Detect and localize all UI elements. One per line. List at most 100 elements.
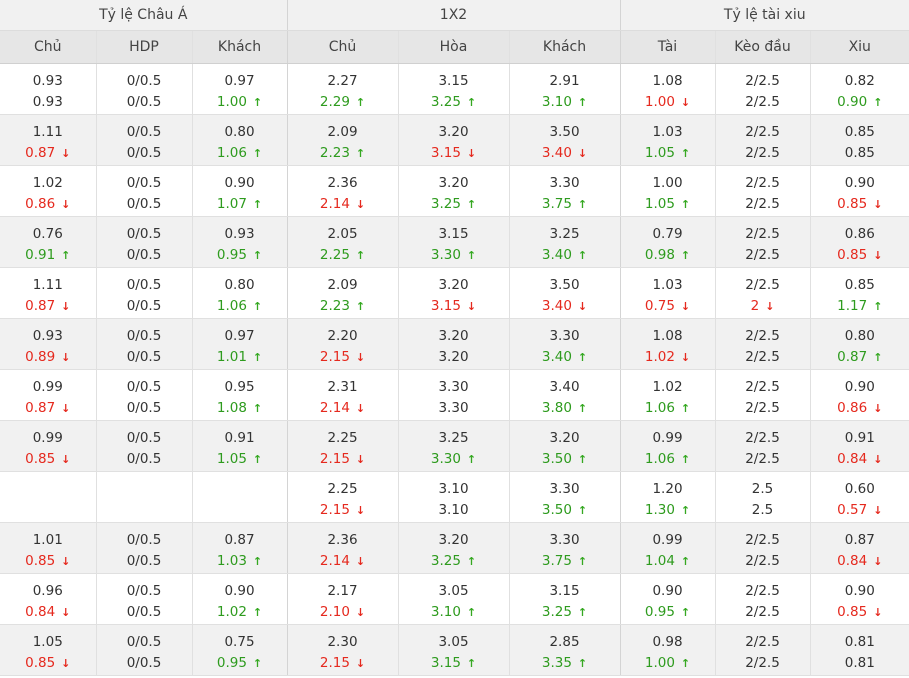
odds-value: 2.15 ↓	[320, 655, 365, 671]
odds-cell-asian-away: 0.95	[191, 369, 287, 395]
odds-value: 0.99	[33, 430, 63, 446]
odds-line-live: 2.15 ↓ 3.10 3.50 ↑ 1.30 ↑ 2.5 0.57 ↓	[0, 497, 909, 523]
odds-value-text: 3.30	[438, 399, 469, 416]
odds-cell-asian-away: 1.03 ↑	[191, 548, 287, 574]
arrow-up-icon: ↑	[873, 299, 883, 313]
arrow-down-icon: ↓	[355, 503, 366, 517]
odds-value: 2/2.5	[745, 604, 780, 620]
odds-value: 2.25	[327, 481, 357, 497]
odds-value: 3.20	[438, 124, 468, 140]
odds-line-live: 0.87 ↓ 0/0.5 1.06 ↑ 2.23 ↑ 3.15 ↓ 3.40 ↓ 0.75 ↓ 2 ↓ 1.1…	[0, 293, 909, 319]
odds-cell-asian-home: 1.05	[0, 624, 96, 650]
odds-value-text: 3.10	[541, 93, 572, 110]
odds-value-text: 0/0.5	[126, 450, 162, 467]
odds-cell-1x2-away: 3.50	[508, 267, 620, 293]
odds-value-text: 2.25	[327, 481, 358, 497]
odds-value-text: 2.23	[319, 144, 350, 161]
arrow-up-icon: ↑	[577, 605, 588, 619]
arrow-up-icon: ↑	[466, 656, 477, 670]
odds-value: 3.75 ↑	[542, 196, 587, 212]
odds-value: 2/2.5	[745, 655, 780, 671]
odds-cell-1x2-home: 2.10 ↓	[286, 599, 398, 625]
odds-value-text: 0.86	[25, 195, 56, 212]
odds-value: 2/2.5	[745, 277, 780, 293]
arrow-up-icon: ↑	[577, 401, 588, 415]
odds-value: 2.14 ↓	[320, 196, 365, 212]
odds-value-text: 0.97	[224, 73, 255, 89]
odds-value: 3.20	[438, 532, 468, 548]
odds-value-text: 2.36	[327, 175, 358, 191]
odds-value: 1.02 ↓	[645, 349, 690, 365]
odds-cell-opening-line: 2/2.5	[714, 650, 810, 676]
odds-value: 0.90	[652, 583, 682, 599]
odds-value-text: 2.85	[549, 634, 580, 650]
odds-value-text: 0.76	[32, 226, 63, 242]
odds-value-text: 1.00	[216, 93, 247, 110]
odds-value: 0.80	[845, 328, 875, 344]
odds-value: 1.08 ↑	[217, 400, 262, 416]
odds-value: 0.57 ↓	[837, 502, 882, 518]
odds-cell-asian-away: 0.97	[191, 63, 287, 89]
odds-value: 2/2.5	[745, 400, 780, 416]
odds-value-text: 2/2.5	[745, 73, 780, 89]
odds-line-opening: 0.93 0/0.5 0.97 2.27 3.15 2.91 1.08 2/2.5 0.82	[0, 63, 909, 89]
odds-value-text: 2/2.5	[745, 603, 780, 620]
odds-value-text: 0.89	[25, 348, 56, 365]
odds-value: 0/0.5	[127, 634, 162, 650]
odds-cell-1x2-away: 3.25 ↑	[508, 599, 620, 625]
col-header-asian-hdp: HDP	[95, 30, 192, 64]
odds-value-text: 1.02	[652, 379, 683, 395]
odds-value: 0.90	[845, 379, 875, 395]
odds-value: 0/0.5	[127, 175, 162, 191]
odds-value: 3.20	[438, 277, 468, 293]
odds-value: 3.40	[549, 379, 579, 395]
odds-value: 3.30	[438, 400, 468, 416]
odds-value: 0/0.5	[127, 430, 162, 446]
odds-cell-1x2-draw: 3.10	[397, 471, 509, 497]
odds-cell-asian-hdp: 0/0.5	[95, 293, 192, 319]
odds-cell-opening-line: 2/2.5	[714, 599, 810, 625]
odds-cell-1x2-away: 3.40 ↓	[508, 293, 620, 319]
odds-cell-asian-hdp: 0/0.5	[95, 89, 192, 115]
odds-value: 0.98 ↑	[645, 247, 690, 263]
odds-line-opening: 0.96 0/0.5 0.90 2.17 3.05 3.15 0.90 2/2.5 0.90	[0, 573, 909, 599]
odds-cell-asian-hdp	[95, 471, 192, 497]
odds-cell-opening-line: 2/2.5	[714, 624, 810, 650]
odds-value-text: 1.00	[652, 175, 683, 191]
odds-cell-asian-home: 0.84 ↓	[0, 599, 96, 625]
odds-value-text: 0.82	[844, 73, 875, 89]
odds-cell-under: 0.84 ↓	[809, 446, 909, 472]
odds-value: 3.30	[549, 328, 579, 344]
odds-value: 0.85	[845, 277, 875, 293]
odds-value-text: 3.50	[549, 277, 580, 293]
odds-value: 1.01 ↑	[217, 349, 262, 365]
odds-cell-asian-home	[0, 497, 96, 523]
odds-value: 2.15 ↓	[320, 349, 365, 365]
odds-value: 1.00	[652, 175, 682, 191]
odds-value: 0.80	[224, 124, 254, 140]
arrow-up-icon: ↑	[680, 656, 691, 670]
odds-value-text: 3.25	[430, 93, 461, 110]
odds-value-text: 3.15	[549, 583, 580, 599]
arrow-down-icon: ↓	[466, 146, 477, 160]
odds-value-text: 3.20	[438, 175, 469, 191]
odds-cell-asian-away: 1.06 ↑	[191, 293, 287, 319]
arrow-down-icon: ↓	[355, 197, 366, 211]
odds-value-text: 1.05	[216, 450, 247, 467]
odds-value: 2.14 ↓	[320, 400, 365, 416]
odds-cell-over: 1.08	[619, 318, 715, 344]
odds-line-live: 0.86 ↓ 0/0.5 1.07 ↑ 2.14 ↓ 3.25 ↑ 3.75 ↑ 1.05 ↑ 2/2.5…	[0, 191, 909, 217]
odds-value: 1.17 ↑	[837, 298, 882, 314]
odds-value-text: 0/0.5	[126, 93, 162, 110]
arrow-up-icon: ↑	[680, 146, 691, 160]
odds-value: 0.87 ↓	[25, 400, 70, 416]
odds-cell-over: 1.00 ↑	[619, 650, 715, 676]
odds-cell-1x2-draw: 3.15	[397, 63, 509, 89]
odds-line-live: 0.89 ↓ 0/0.5 1.01 ↑ 2.15 ↓ 3.20 3.40 ↑ 1.02 ↓ 2/2.5 0…	[0, 344, 909, 370]
arrow-up-icon: ↑	[252, 146, 263, 160]
odds-value-text: 2	[750, 297, 760, 314]
odds-cell-asian-hdp: 0/0.5	[95, 420, 192, 446]
odds-cell-1x2-home: 2.23 ↑	[286, 293, 398, 319]
odds-value: 3.10	[438, 502, 468, 518]
odds-value: 3.35 ↑	[542, 655, 587, 671]
